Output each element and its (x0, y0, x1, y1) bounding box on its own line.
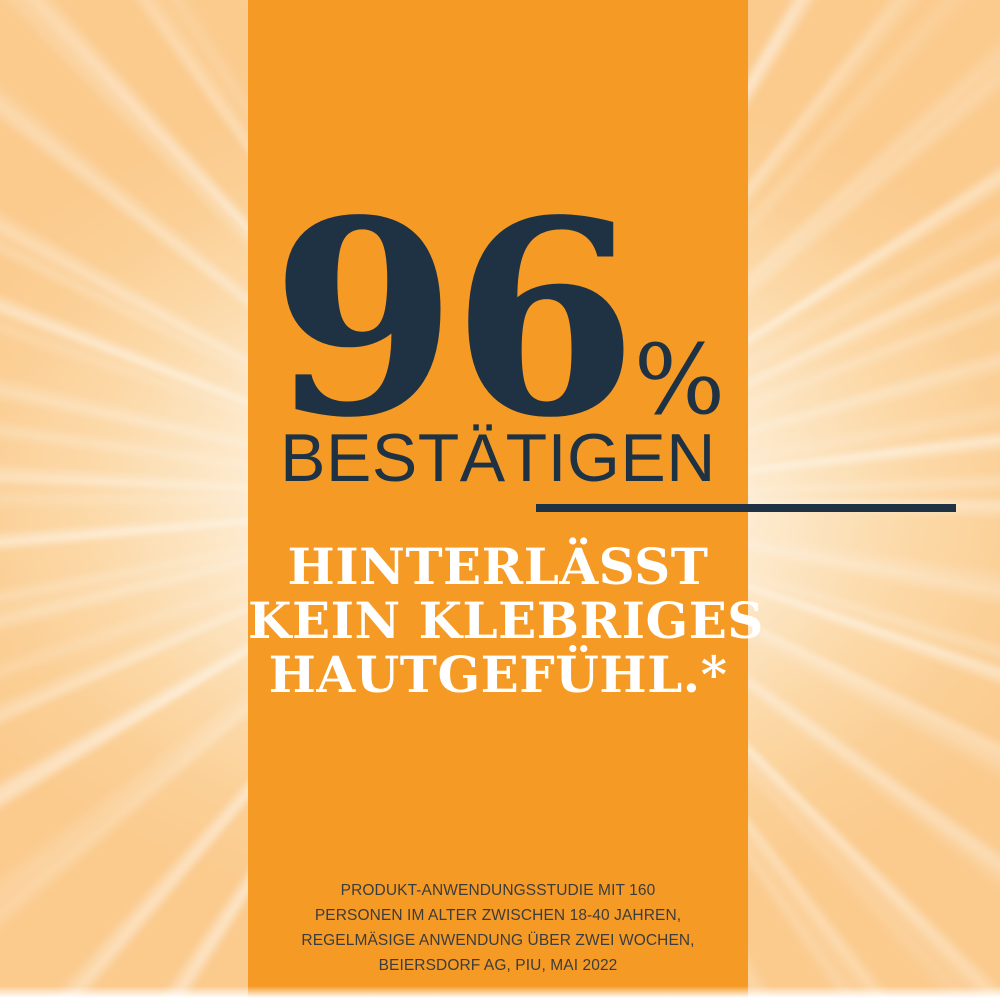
study-footnote: PRODUKT-ANWENDUNGSSTUDIE MIT 160 PERSONE… (248, 878, 748, 978)
percent-symbol: % (633, 324, 726, 436)
stat-headline: 96% (248, 186, 748, 454)
claim-line-2: KEIN KLEBRIGES (248, 591, 764, 650)
stat-number: 96 (270, 162, 638, 477)
footnote-line-3: REGELMÄSIGE ANWENDUNG ÜBER ZWEI WOCHEN, (301, 932, 695, 949)
orange-content-panel: 96% BESTÄTIGEN (248, 0, 956, 997)
bottom-fade (0, 986, 1000, 1000)
footnote-line-4: BEIERSDORF AG, PIU, MAI 2022 (378, 957, 618, 974)
claim-text: HINTERLÄSST KEIN KLEBRIGES HAUTGEFÜHL.* (248, 537, 764, 704)
claim-line-1: HINTERLÄSST (287, 537, 709, 596)
confirm-label: BESTÄTIGEN (280, 420, 716, 496)
claim-line-3: HAUTGEFÜHL.* (268, 645, 728, 704)
footnote-line-1: PRODUKT-ANWENDUNGSSTUDIE MIT 160 (340, 882, 656, 899)
footnote-line-2: PERSONEN IM ALTER ZWISCHEN 18-40 JAHREN, (314, 907, 682, 924)
divider-rule (536, 504, 956, 512)
